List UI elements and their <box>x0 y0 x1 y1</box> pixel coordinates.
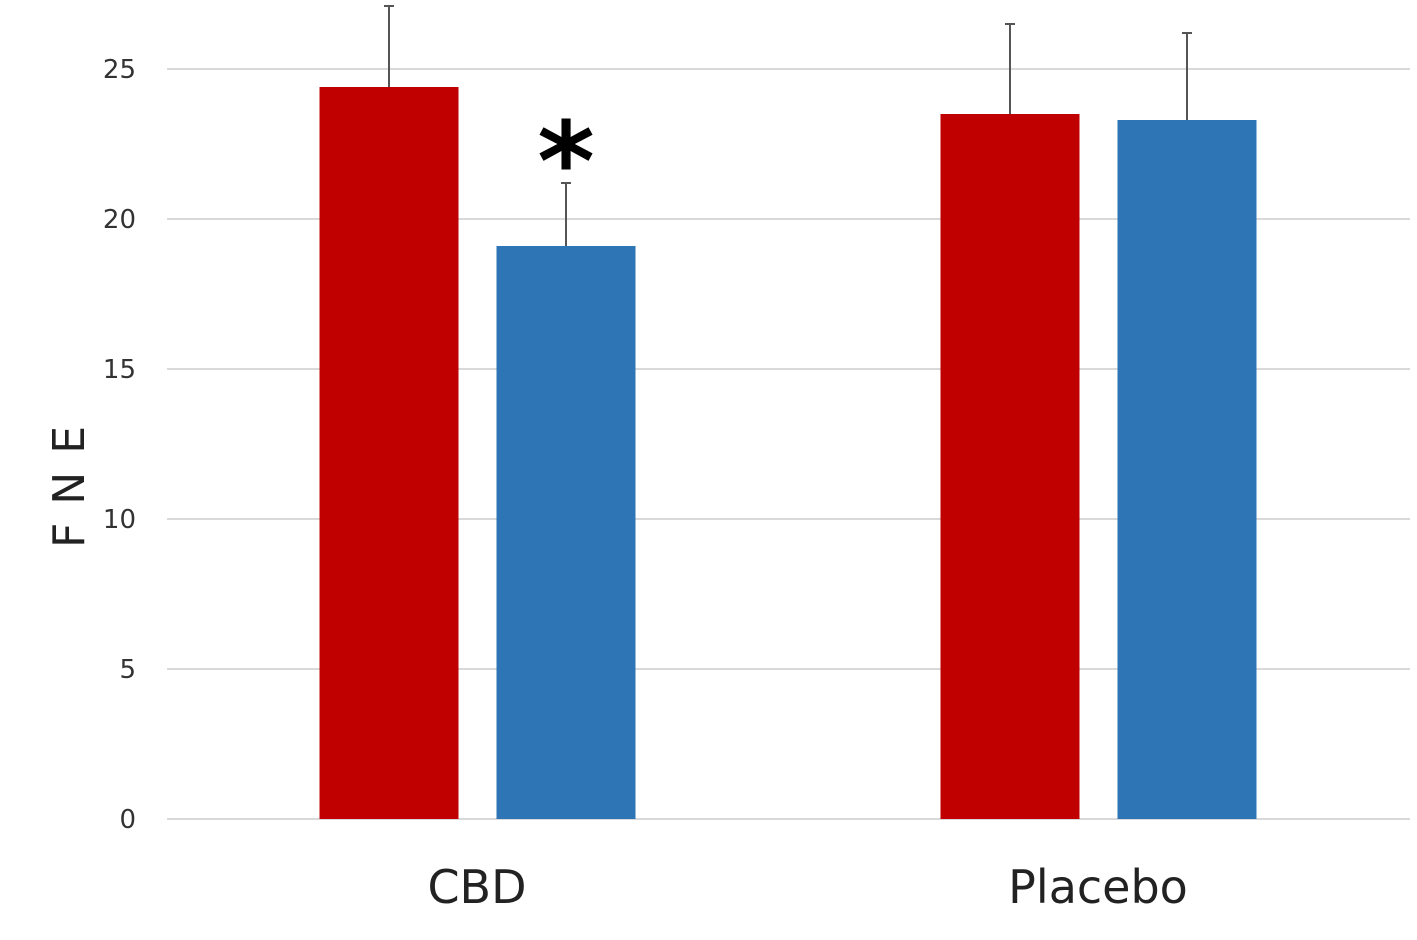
error-bar-cbd-series-2 <box>561 182 571 246</box>
y-tick-label: 5 <box>119 655 136 685</box>
bar-placebo-series-2 <box>1117 120 1257 819</box>
x-category-label: CBD <box>427 860 526 914</box>
bar-cbd-series-2 <box>496 246 636 819</box>
x-category-label: Placebo <box>1008 860 1188 914</box>
significance-asterisk: * <box>537 98 595 226</box>
bars <box>319 87 1257 819</box>
error-bar-placebo-series-1 <box>1005 23 1015 114</box>
error-bars <box>384 5 1192 246</box>
error-bar-placebo-series-2 <box>1182 32 1192 120</box>
y-axis-ticks: 0 5 10 15 20 25 <box>103 55 136 835</box>
annotations: * <box>537 98 595 226</box>
y-tick-label: 20 <box>103 205 136 235</box>
y-axis-label: FNE <box>44 408 95 548</box>
x-axis-categories: CBD Placebo <box>427 860 1187 914</box>
y-tick-label: 15 <box>103 355 136 385</box>
y-tick-label: 25 <box>103 55 136 85</box>
y-tick-label: 10 <box>103 505 136 535</box>
error-bar-cbd-series-1 <box>384 5 394 87</box>
bar-cbd-series-1 <box>319 87 459 819</box>
bar-placebo-series-1 <box>940 114 1080 819</box>
y-tick-label: 0 <box>119 805 136 835</box>
